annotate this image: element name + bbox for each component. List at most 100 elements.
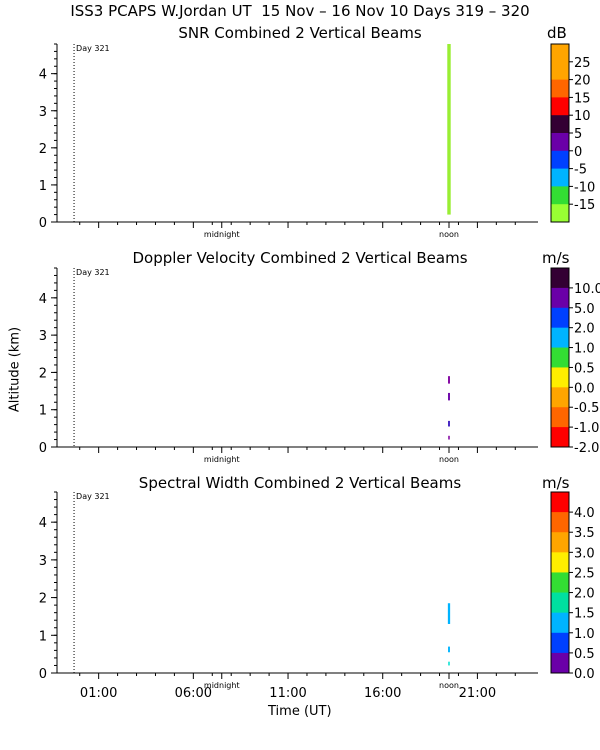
y-tick-label: 3 [39,554,47,569]
colorbar-label: -1.0 [574,421,599,436]
colorbar-label: 0.0 [574,381,595,396]
x-tick-label: 11:00 [269,686,306,701]
colorbar-segment [551,612,569,634]
colorbar-frame [550,267,570,448]
y-tick-label: 2 [39,592,47,607]
panel-1-unit: dB [547,24,567,42]
colorbar-segment [551,572,569,594]
colorbar-label: 2.0 [574,322,595,337]
x-tick-label: 16:00 [364,686,401,701]
colorbar-label: 1.0 [574,627,595,642]
colorbar-segment [551,61,569,81]
y-tick-label: 1 [39,179,47,194]
colorbar-label: 0.5 [574,647,595,662]
panel-3: Day 321 0 1 2 3 4 midnight noon 4.0 3.5 3.0 2.5 2.0 1… [39,491,595,690]
colorbar-label: -2.0 [574,441,599,456]
x-tick-label: 06:00 [175,686,212,701]
colorbar-segment [551,133,569,152]
marker-label-midnight: midnight [204,681,240,690]
colorbar-segment [551,347,569,368]
day-marker-label: Day 321 [76,44,110,53]
data-mark [448,661,450,666]
marker-label-noon: noon [439,681,459,690]
colorbar-segment [551,512,569,533]
data-mark [448,646,450,653]
colorbar-label: 4.0 [574,506,595,521]
colorbar-label: 0.0 [574,667,595,682]
colorbar-segment [551,79,569,98]
colorbar-label: 10 [574,109,591,124]
y-tick-label: 1 [39,629,47,644]
colorbar-segment [551,168,569,187]
day-marker-label: Day 321 [76,268,110,277]
panel-3-unit: m/s [542,474,570,492]
colorbar-label: 10.0 [574,282,600,297]
y-tick-label: 1 [39,404,47,419]
x-tick-label: 01:00 [80,686,117,701]
colorbar-label: 25 [574,56,591,71]
panel-1-title: SNR Combined 2 Vertical Beams [178,24,422,42]
colorbar-label: -0.5 [574,401,599,416]
colorbar-label: 0.5 [574,361,595,376]
colorbar-segment [551,186,569,205]
panel-3-title: Spectral Width Combined 2 Vertical Beams [138,474,462,492]
y-tick-label: 4 [39,68,47,83]
colorbar-frame [550,491,570,674]
panel-1: Day 321 0 1 2 3 4 midnight noon 25 20 15 10 5 0 -5 -10 -… [39,43,595,239]
marker-label-noon: noon [439,455,459,464]
y-tick-label: 0 [39,441,47,456]
colorbar-segment [551,632,569,654]
colorbar-label: 20 [574,74,591,89]
marker-label-midnight: midnight [204,455,240,464]
colorbar-segment [551,492,569,513]
panel-2-title: Doppler Velocity Combined 2 Vertical Bea… [132,249,468,267]
y-tick-label: 3 [39,329,47,344]
colorbar-label: 5 [574,127,582,142]
colorbar-segment [551,387,569,408]
data-mark [447,603,451,624]
day-marker-label: Day 321 [76,492,110,501]
colorbar-label: 3.0 [574,546,595,561]
colorbar-segment [551,367,569,388]
colorbar-segment [551,552,569,573]
colorbar-segment [551,427,569,448]
colorbar-segment [551,150,569,170]
colorbar-label: -10 [574,180,595,195]
colorbar-label: 2.5 [574,566,595,581]
colorbar-label: 3.5 [574,526,595,541]
colorbar-segment [551,44,569,63]
y-tick-label: 4 [39,292,47,307]
colorbar-segment [551,204,569,223]
colorbar-label: 1.5 [574,607,595,622]
colorbar-label: 1.0 [574,342,595,357]
colorbar-segment [551,652,569,674]
colorbar-segment [551,97,569,116]
colorbar-segment [551,327,569,349]
data-mark [448,435,450,440]
y-tick-label: 4 [39,516,47,531]
data-mark [448,376,450,384]
colorbar-label: -5 [574,163,587,178]
y-tick-label: 0 [39,667,47,682]
figure-title: ISS3 PCAPS W.Jordan UT 15 Nov – 16 Nov 1… [70,2,530,20]
colorbar-label: 2.0 [574,587,595,602]
colorbar-segment [551,115,569,134]
colorbar-label: -15 [574,198,595,213]
y-tick-label: 2 [39,366,47,381]
colorbar-segment [551,532,569,553]
data-mark [448,392,450,401]
marker-label-noon: noon [439,230,459,239]
colorbar-label: 15 [574,91,591,106]
colorbar-segment [551,407,569,428]
panel-2: Day 321 0 1 2 3 4 midnight noon 10.0 5.0 2.0 1.0 0.5… [39,267,600,464]
data-mark [448,420,450,427]
colorbar-segment [551,307,569,329]
data-mark [447,44,451,215]
panel-2-unit: m/s [542,249,570,267]
x-tick-label: 21:00 [459,686,496,701]
colorbar-segment [551,287,569,309]
x-axis-label: Time (UT) [268,704,332,719]
colorbar-segment [551,268,569,289]
y-tick-label: 3 [39,105,47,120]
